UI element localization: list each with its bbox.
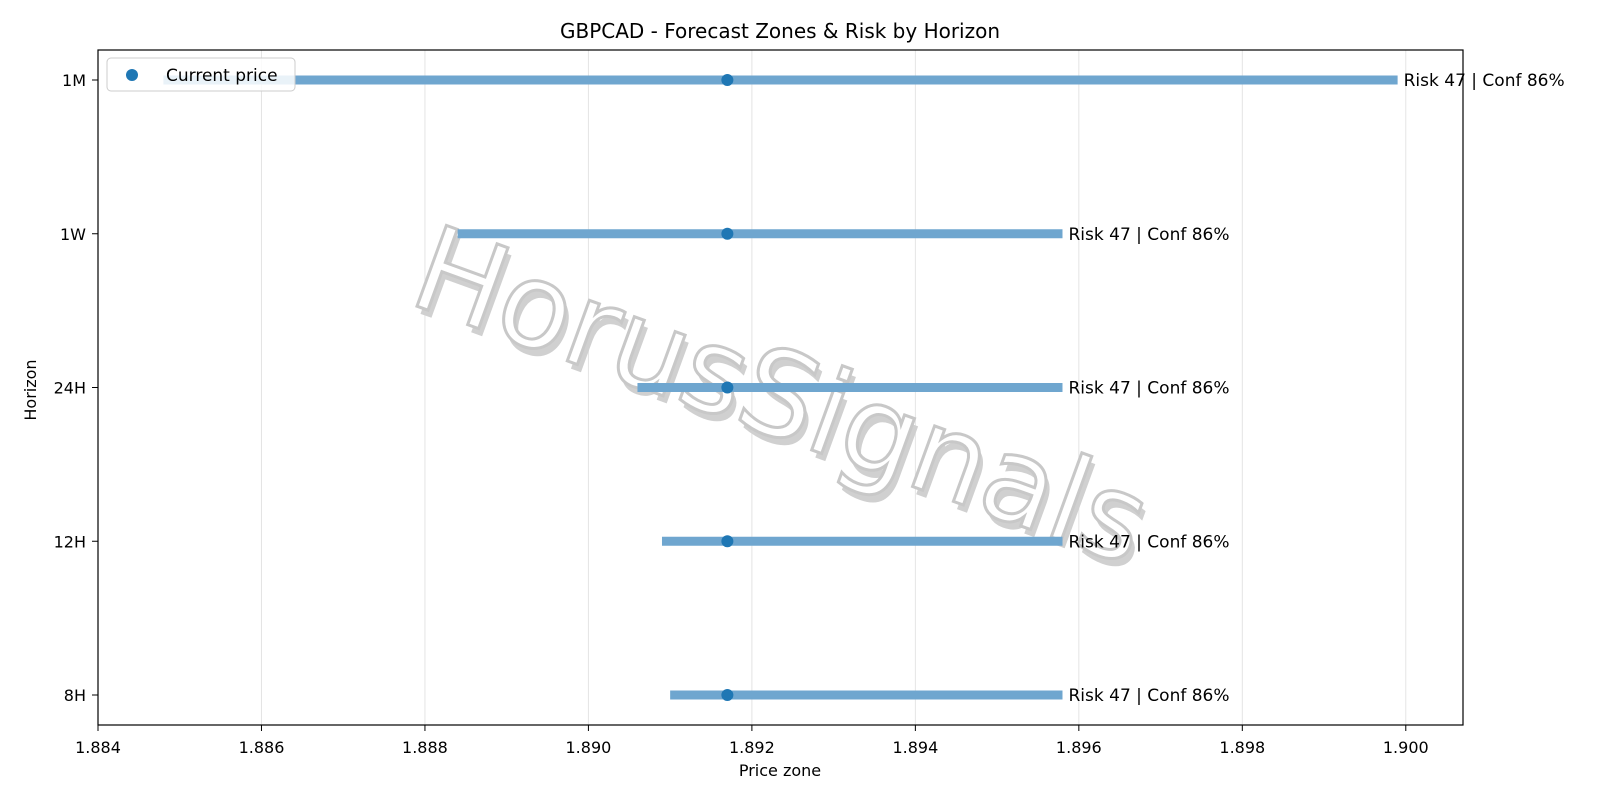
range-annotation-24h: Risk 47 | Conf 86% — [1068, 379, 1229, 399]
legend-marker-current-price — [126, 69, 138, 81]
y-tick-label: 24H — [54, 379, 86, 398]
range-annotation-1w: Risk 47 | Conf 86% — [1068, 225, 1229, 245]
current-price-point-24h — [721, 381, 734, 394]
x-tick-label: 1.884 — [75, 738, 121, 757]
legend-label-current-price: Current price — [166, 66, 278, 86]
legend-box — [106, 57, 296, 92]
x-axis-ticks: 1.884 1.886 1.888 1.890 1.892 1.894 1.896 1.898… — [75, 725, 1429, 757]
y-tick-label: 12H — [54, 532, 86, 551]
y-tick-label: 1W — [60, 225, 86, 244]
y-tick-label: 1M — [62, 71, 86, 90]
x-tick-label: 1.896 — [1056, 738, 1102, 757]
y-axis-ticks: 1M 1W 24H 12H 8H — [54, 71, 98, 705]
current-price-points — [721, 74, 734, 701]
legend: Current price — [106, 57, 296, 92]
x-tick-label: 1.892 — [729, 738, 775, 757]
range-annotation-8h: Risk 47 | Conf 86% — [1068, 686, 1229, 706]
range-annotation-12h: Risk 47 | Conf 86% — [1068, 532, 1229, 552]
x-tick-label: 1.900 — [1383, 738, 1429, 757]
x-axis-title: Price zone — [739, 761, 821, 780]
current-price-point-1m — [721, 74, 734, 86]
y-axis-title: Horizon — [21, 359, 40, 420]
x-tick-label: 1.894 — [892, 738, 938, 757]
x-tick-label: 1.888 — [402, 738, 448, 757]
x-tick-label: 1.886 — [239, 738, 285, 757]
current-price-point-12h — [721, 535, 734, 548]
x-tick-label: 1.898 — [1219, 738, 1265, 757]
y-tick-label: 8H — [64, 686, 86, 705]
current-price-point-8h — [721, 689, 734, 701]
watermark-text: HorusSignals — [396, 199, 1166, 592]
chart-title: GBPCAD - Forecast Zones & Risk by Horizo… — [560, 19, 1000, 43]
range-annotations: Risk 47 | Conf 86% Risk 47 | Conf 86% Risk… — [1068, 71, 1564, 706]
x-tick-label: 1.890 — [566, 738, 612, 757]
current-price-point-1w — [721, 227, 734, 240]
range-annotation-1m: Risk 47 | Conf 86% — [1404, 71, 1565, 91]
